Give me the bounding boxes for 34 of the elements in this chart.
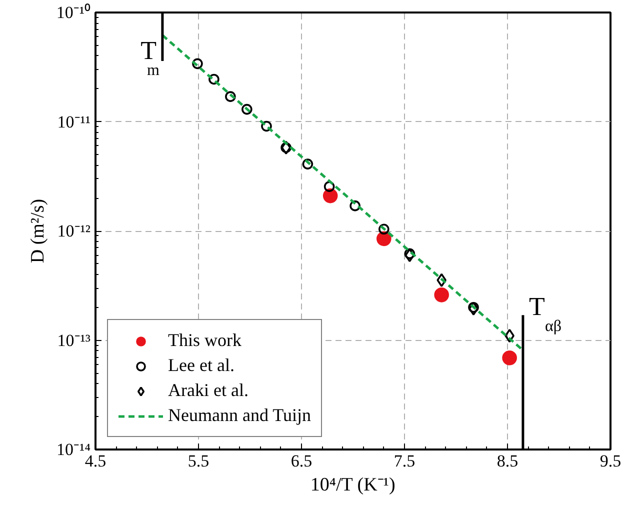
y-tick-label: 10⁻¹³ (57, 330, 91, 350)
legend-label: Araki et al. (168, 380, 248, 401)
y-tick-label: 10⁻¹² (57, 222, 91, 240)
point (404, 248, 416, 260)
point (208, 74, 220, 85)
x-tick-label: 6.5 (290, 452, 312, 470)
point (378, 224, 390, 235)
legend-label: Neumann and Tuijn (168, 405, 312, 426)
point (350, 200, 360, 212)
point (468, 302, 478, 316)
x-tick-label: 8.5 (496, 452, 518, 470)
point (242, 104, 252, 115)
y-tick-label: 10⁻¹¹ (57, 112, 91, 132)
point (468, 302, 479, 313)
annotation: Tαβ (528, 292, 562, 336)
y-tick-label: 10⁻¹⁰ (56, 3, 91, 22)
point (434, 288, 449, 302)
y-axis-title: D (m²/s) (27, 198, 48, 264)
point (376, 231, 392, 246)
point (324, 181, 335, 192)
x-tick-label: 9.5 (600, 452, 622, 470)
x-axis-title: 10⁴/T (K⁻¹) (310, 474, 396, 496)
x-tick-label: 5.5 (188, 452, 210, 470)
point (302, 158, 314, 170)
point (261, 120, 272, 132)
point (192, 58, 203, 70)
point (322, 188, 338, 204)
legend-label: Lee et al. (168, 355, 234, 376)
point (502, 350, 517, 366)
annotation: Tm (140, 36, 160, 79)
x-tick-label: 7.5 (394, 452, 416, 470)
legend-label: This work (168, 330, 242, 351)
point (404, 248, 415, 262)
point (225, 91, 236, 102)
